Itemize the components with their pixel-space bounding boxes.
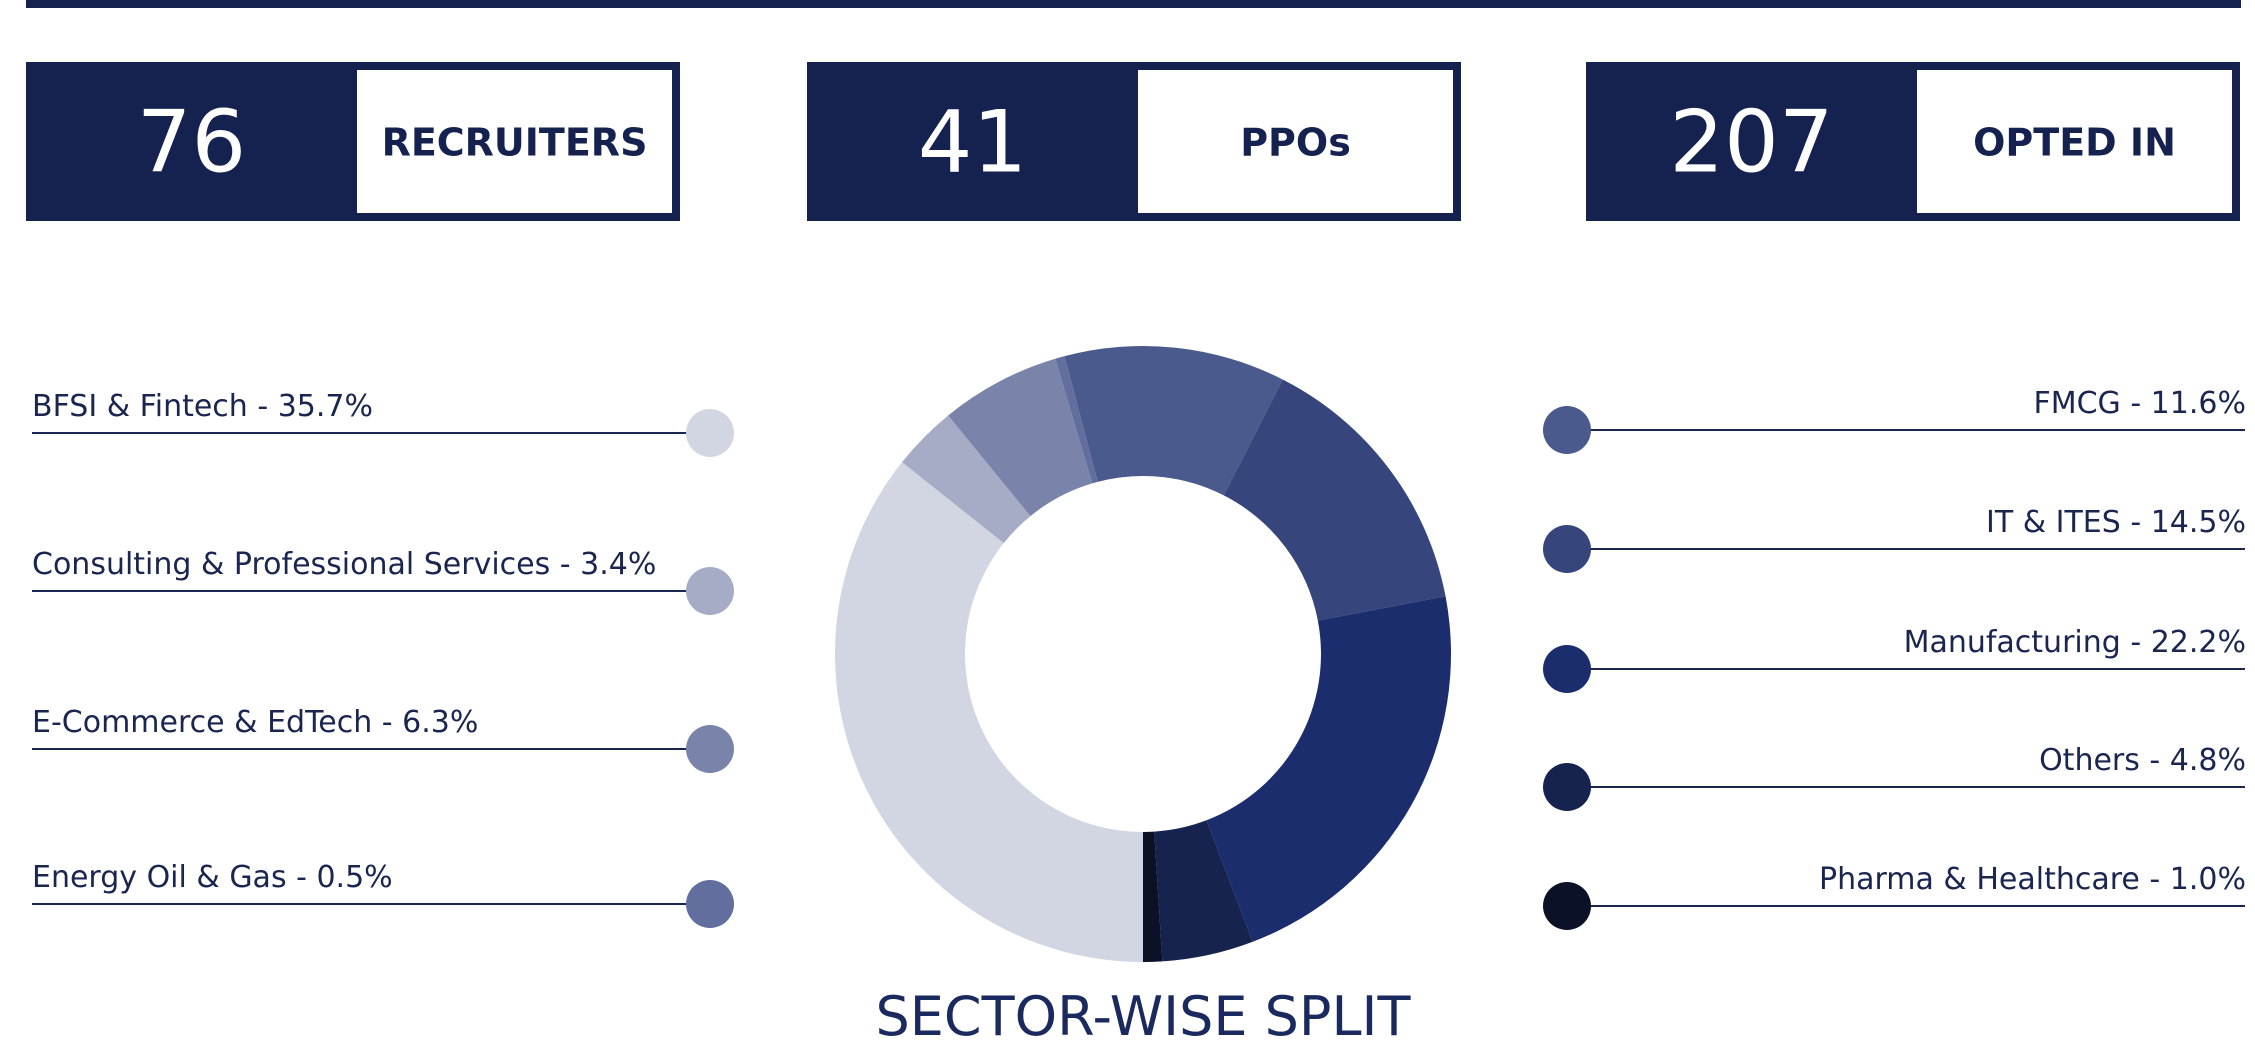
donut-slice [1154, 820, 1253, 962]
stat-value: 76 [137, 93, 246, 193]
legend-swatch [1543, 406, 1591, 454]
legend-swatch [686, 409, 734, 457]
stat-label-box [1917, 70, 2232, 213]
legend-swatch [686, 567, 734, 615]
stat-label: PPOs [1240, 121, 1351, 165]
donut-slice [1055, 356, 1098, 484]
legend-label: BFSI & Fintech - 35.7% [32, 389, 373, 424]
legend-label: Consulting & Professional Services - 3.4… [32, 547, 656, 582]
legend-swatch [686, 725, 734, 773]
donut-slice [1064, 346, 1283, 496]
stat-label-box [1138, 70, 1453, 213]
legend-label: E-Commerce & EdTech - 6.3% [32, 705, 478, 740]
stat-label: RECRUITERS [382, 121, 648, 165]
legend-label: Energy Oil & Gas - 0.5% [32, 860, 393, 895]
stat-value: 41 [918, 93, 1027, 193]
donut-slice [1223, 379, 1446, 621]
stat-label-box [357, 70, 672, 213]
legend-swatch [1543, 525, 1591, 573]
stat-value: 207 [1669, 93, 1833, 193]
legend-swatch [1543, 882, 1591, 930]
donut-slice [902, 415, 1031, 544]
stat-label: OPTED IN [1973, 121, 2176, 165]
legend-swatch [1543, 763, 1591, 811]
top-rule [26, 0, 2241, 8]
chart-title: SECTOR-WISE SPLIT [876, 985, 1412, 1048]
legend-label: Manufacturing - 22.2% [1904, 625, 2246, 660]
donut-slice [1206, 596, 1451, 942]
donut-slice [835, 462, 1143, 962]
donut-slice [948, 358, 1093, 517]
legend-label: FMCG - 11.6% [2033, 386, 2246, 421]
legend-swatch [1543, 645, 1591, 693]
legend-label: IT & ITES - 14.5% [1986, 505, 2246, 540]
donut-slice [1143, 831, 1163, 962]
legend-swatch [686, 880, 734, 928]
legend-label: Others - 4.8% [2039, 743, 2246, 778]
legend-label: Pharma & Healthcare - 1.0% [1819, 862, 2246, 897]
